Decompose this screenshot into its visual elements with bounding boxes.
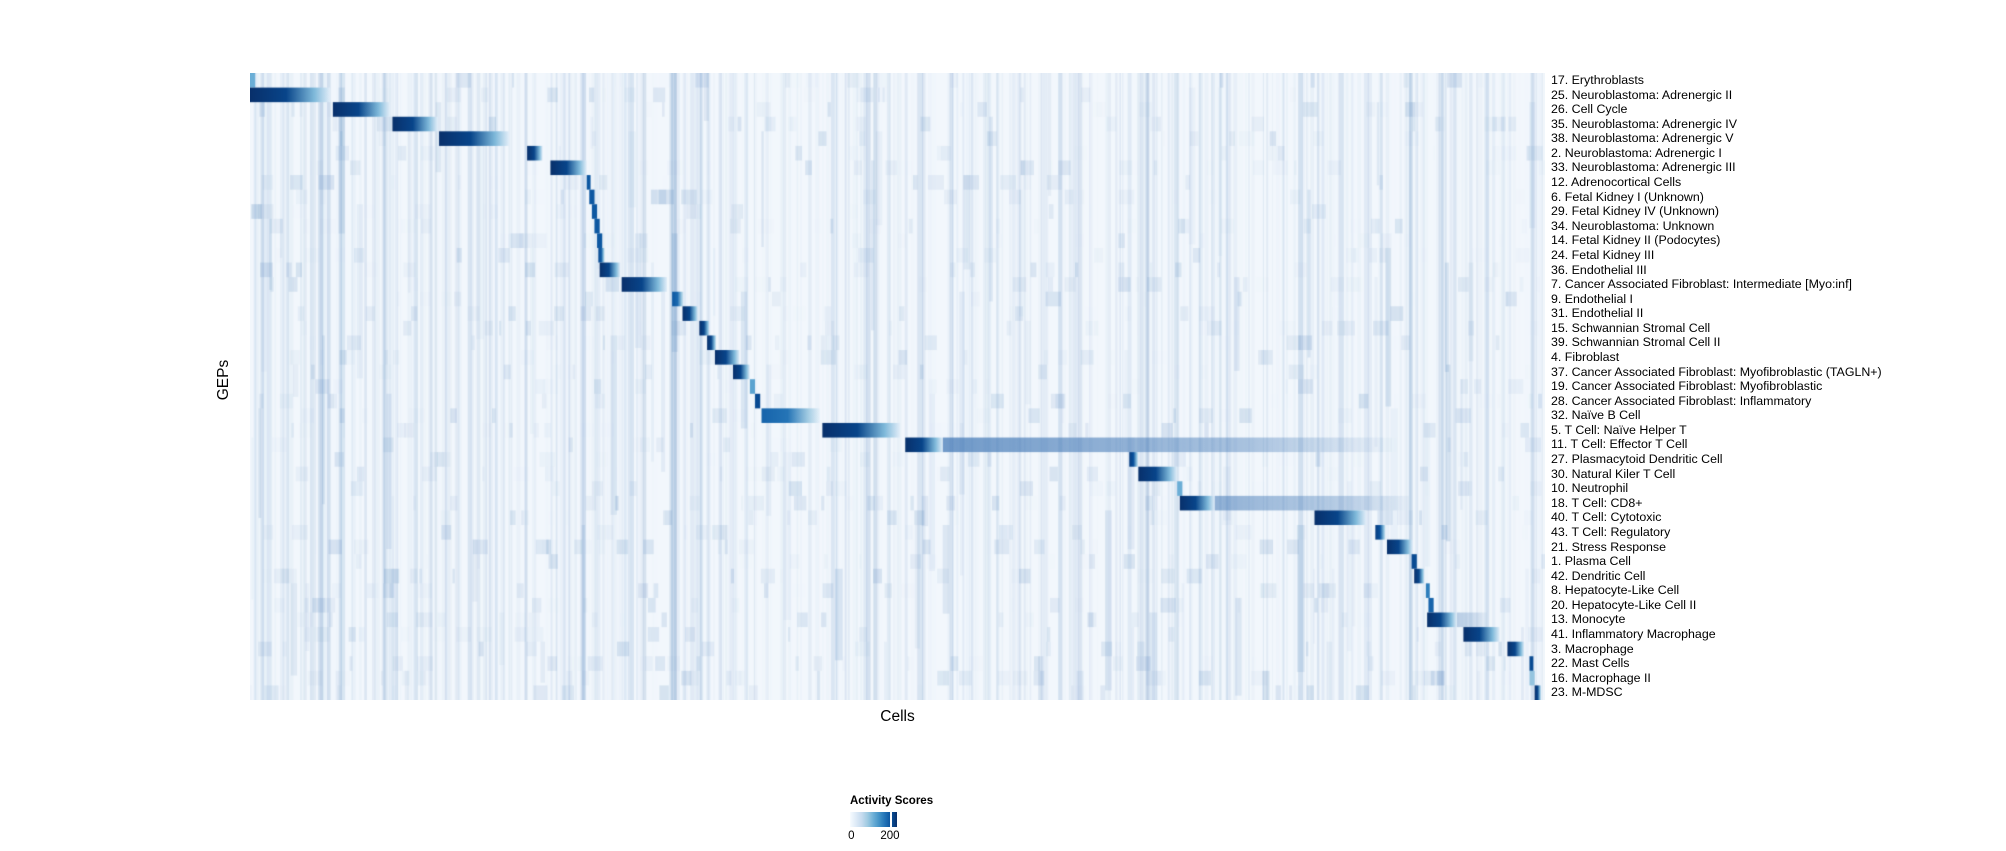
gep-row-label: 37. Cancer Associated Fibroblast: Myofib… xyxy=(1551,364,1882,379)
gep-row-label: 38. Neuroblastoma: Adrenergic V xyxy=(1551,131,1734,146)
gep-row-label: 12. Adrenocortical Cells xyxy=(1551,175,1682,190)
gep-row-label: 39. Schwannian Stromal Cell II xyxy=(1551,335,1721,350)
colorbar-gradient xyxy=(850,812,897,827)
gep-row-label: 6. Fetal Kidney I (Unknown) xyxy=(1551,189,1704,204)
gep-row-label: 3. Macrophage xyxy=(1551,641,1634,656)
colorbar-scale: 0 200 xyxy=(848,830,950,844)
gep-row-label: 40. T Cell: Cytotoxic xyxy=(1551,510,1662,525)
gep-row-label: 14. Fetal Kidney II (Podocytes) xyxy=(1551,233,1721,248)
gep-row-label: 30. Natural Kiler T Cell xyxy=(1551,466,1676,481)
gep-row-label: 10. Neutrophil xyxy=(1551,481,1629,496)
gep-row-label: 20. Hepatocyte-Like Cell II xyxy=(1551,597,1697,612)
heatmap xyxy=(250,73,1545,700)
x-axis-label: Cells xyxy=(880,708,915,725)
colorbar-tick xyxy=(889,812,892,827)
gep-row-label: 31. Endothelial II xyxy=(1551,306,1644,321)
gep-row-label: 26. Cell Cycle xyxy=(1551,102,1628,117)
gep-row-label: 18. T Cell: CD8+ xyxy=(1551,495,1643,510)
gep-row-label: 5. T Cell: Naïve Helper T xyxy=(1551,422,1687,437)
gep-row-label: 7. Cancer Associated Fibroblast: Interme… xyxy=(1551,277,1852,292)
gep-row-label: 43. T Cell: Regulatory xyxy=(1551,524,1671,539)
gep-row-label: 36. Endothelial III xyxy=(1551,262,1647,277)
colorbar-max-label: 200 xyxy=(880,830,900,842)
gep-row-label: 15. Schwannian Stromal Cell xyxy=(1551,320,1711,335)
gep-row-label: 29. Fetal Kidney IV (Unknown) xyxy=(1551,204,1720,219)
gep-row-label: 4. Fibroblast xyxy=(1551,349,1620,364)
legend-title: Activity Scores xyxy=(850,795,934,807)
gep-row-label: 22. Mast Cells xyxy=(1551,656,1630,671)
gep-row-label: 1. Plasma Cell xyxy=(1551,554,1631,569)
gep-row-label: 42. Dendritic Cell xyxy=(1551,568,1646,583)
gep-row-labels: 17. Erythroblasts 25. Neuroblastoma: Adre… xyxy=(1551,73,2006,700)
gep-row-label: 41. Inflammatory Macrophage xyxy=(1551,626,1716,641)
gep-row-label: 23. M-MDSC xyxy=(1551,685,1623,700)
gep-row-label: 32. Naïve B Cell xyxy=(1551,408,1641,423)
gep-row-label: 28. Cancer Associated Fibroblast: Inflam… xyxy=(1551,393,1812,408)
gep-row-label: 17. Erythroblasts xyxy=(1551,73,1644,87)
gep-row-label: 33. Neuroblastoma: Adrenergic III xyxy=(1551,160,1736,175)
gep-row-label: 25. Neuroblastoma: Adrenergic II xyxy=(1551,87,1733,102)
gep-row-label: 27. Plasmacytoid Dendritic Cell xyxy=(1551,452,1723,467)
colorbar-legend: Activity Scores 0 200 xyxy=(848,795,1010,844)
gep-row-label: 13. Monocyte xyxy=(1551,612,1626,627)
gep-row-label: 8. Hepatocyte-Like Cell xyxy=(1551,583,1680,598)
gep-row-label: 35. Neuroblastoma: Adrenergic IV xyxy=(1551,116,1737,131)
gep-row-label: 9. Endothelial I xyxy=(1551,291,1633,306)
gep-row-label: 11. T Cell: Effector T Cell xyxy=(1551,437,1688,452)
gep-row-label: 34. Neuroblastoma: Unknown xyxy=(1551,218,1715,233)
gep-row-label: 19. Cancer Associated Fibroblast: Myofib… xyxy=(1551,379,1823,394)
gep-row-label: 21. Stress Response xyxy=(1551,539,1667,554)
gep-row-label: 2. Neuroblastoma: Adrenergic I xyxy=(1551,145,1722,160)
gep-row-label: 16. Macrophage II xyxy=(1551,670,1651,685)
y-axis-label: GEPs xyxy=(215,359,232,401)
gep-row-label: 24. Fetal Kidney III xyxy=(1551,247,1655,262)
colorbar-min-label: 0 xyxy=(848,830,855,842)
